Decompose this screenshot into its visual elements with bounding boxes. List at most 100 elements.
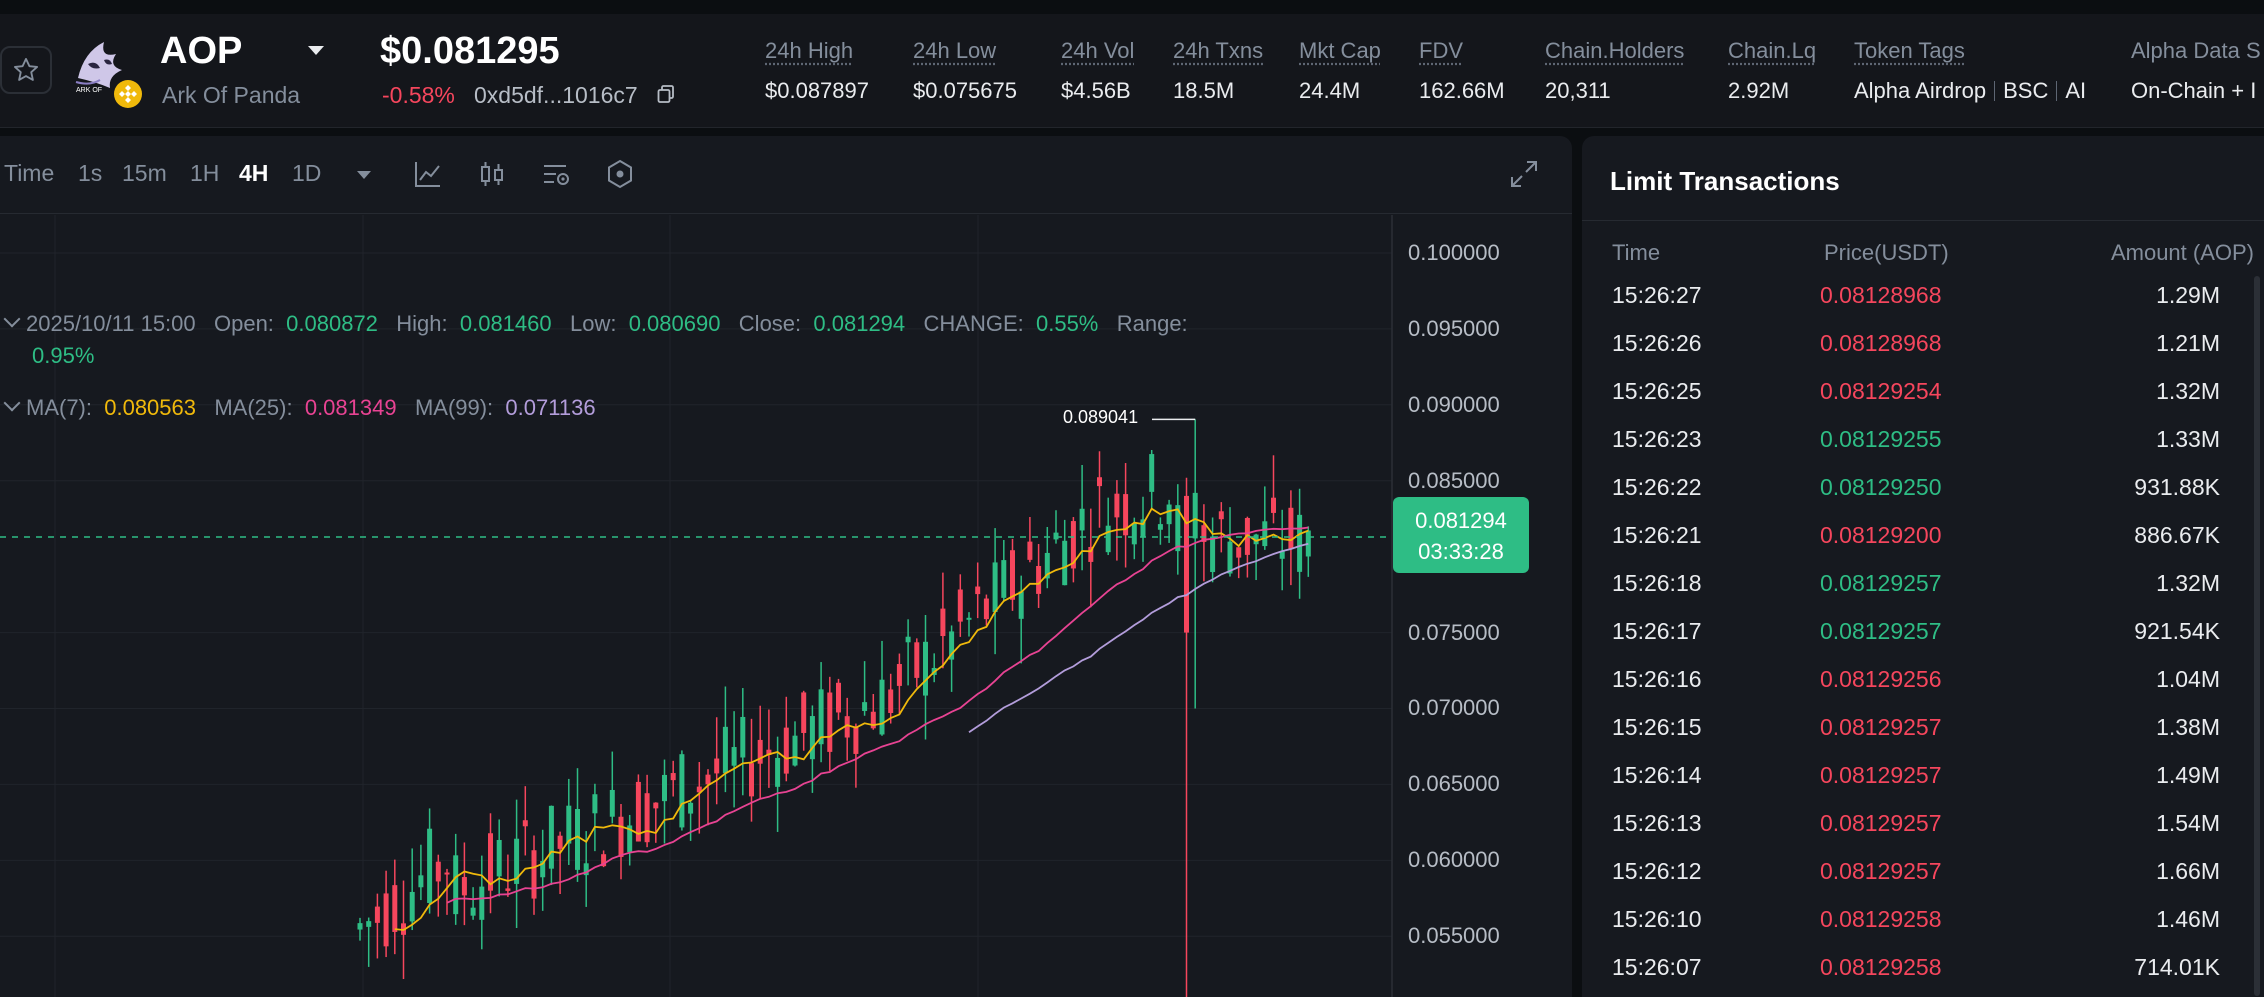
candle-body — [749, 763, 754, 797]
candle-body — [1123, 494, 1129, 536]
candle-body — [1079, 508, 1085, 531]
stat-24h-high: 24h High $0.087897 — [765, 38, 869, 104]
candle-countdown: 03:33:28 — [1418, 539, 1504, 564]
trade-amount: 886.67K — [2134, 522, 2220, 548]
candle-body — [670, 773, 676, 781]
interval-4h[interactable]: 4H — [239, 160, 269, 186]
interval-time[interactable]: Time — [4, 160, 55, 186]
candle-body — [409, 891, 415, 922]
stat-value: $4.56B — [1061, 78, 1131, 103]
candle-body — [775, 757, 781, 787]
table-row[interactable]: 15:26:10 0.08129258 1.46M — [1582, 906, 2264, 954]
stat-label[interactable]: Mkt Cap — [1299, 38, 1381, 63]
candle-style-icon[interactable] — [476, 158, 508, 190]
interval-1h[interactable]: 1H — [190, 160, 220, 186]
candle-body — [801, 692, 807, 733]
ohlc-high: 0.081460 — [459, 311, 552, 336]
token-name: Ark Of Panda — [162, 82, 301, 108]
trade-price: 0.08129250 — [1820, 474, 1942, 500]
stat-label[interactable]: 24h Low — [913, 38, 997, 63]
table-row[interactable]: 15:26:21 0.08129200 886.67K — [1582, 522, 2264, 570]
candle-body — [836, 682, 841, 713]
tag-alpha-airdrop[interactable]: Alpha Airdrop — [1854, 78, 1987, 103]
table-row[interactable]: 15:26:25 0.08129254 1.32M — [1582, 378, 2264, 426]
collapse-chevron-icon[interactable] — [3, 310, 21, 328]
stat-label[interactable]: FDV — [1419, 38, 1463, 63]
favorite-button[interactable] — [0, 46, 52, 94]
stat-value: 2.92M — [1728, 78, 1790, 103]
price-change: -0.58% — [382, 82, 455, 108]
y-tick-label: 0.065000 — [1408, 771, 1500, 797]
table-row[interactable]: 15:26:22 0.08129250 931.88K — [1582, 474, 2264, 522]
indicator-chart-icon[interactable] — [412, 158, 444, 190]
trade-time: 15:26:14 — [1612, 762, 1702, 788]
stat-label[interactable]: Token Tags — [1854, 38, 1965, 63]
stat-value: On-Chain + I — [2131, 78, 2257, 103]
table-row[interactable]: 15:26:23 0.08129255 1.33M — [1582, 426, 2264, 474]
candle-body — [809, 716, 815, 760]
candle-body — [583, 863, 589, 876]
candle-body — [1271, 497, 1276, 513]
copy-icon[interactable] — [656, 84, 676, 104]
candle-body — [923, 641, 928, 696]
candle-body — [522, 820, 528, 827]
table-row[interactable]: 15:26:07 0.08129258 714.01K — [1582, 954, 2264, 997]
candle-body — [514, 838, 520, 884]
trade-amount: 714.01K — [2134, 954, 2220, 980]
trade-time: 15:26:21 — [1612, 522, 1702, 548]
trade-time: 15:26:13 — [1612, 810, 1702, 836]
collapse-chevron-icon[interactable] — [3, 394, 21, 412]
candle-body — [1097, 477, 1102, 487]
stat-label[interactable]: Alpha Data S — [2131, 38, 2261, 63]
trade-price: 0.08129257 — [1820, 618, 1942, 644]
table-row[interactable]: 15:26:27 0.08128968 1.29M — [1582, 282, 2264, 330]
stat-label[interactable]: Chain.Lq — [1728, 38, 1817, 63]
candlestick-chart[interactable] — [0, 215, 1572, 997]
ohlc-legend: 2025/10/11 15:00 Open: 0.080872 High: 0.… — [0, 310, 1188, 337]
ohlc-change: 0.55% — [1035, 311, 1099, 336]
stat-mkt-cap: Mkt Cap 24.4M — [1299, 38, 1381, 104]
more-intervals-chevron-down-icon[interactable] — [357, 171, 371, 179]
trade-price: 0.08129256 — [1820, 666, 1942, 692]
token-selector-caret-icon[interactable] — [308, 46, 324, 55]
ma25-value: 0.081349 — [304, 395, 397, 420]
candle-body — [696, 786, 702, 793]
candle-body — [896, 664, 902, 686]
trade-amount: 1.49M — [2156, 762, 2220, 788]
table-row[interactable]: 15:26:26 0.08128968 1.21M — [1582, 330, 2264, 378]
table-row[interactable]: 15:26:15 0.08129257 1.38M — [1582, 714, 2264, 762]
interval-1d[interactable]: 1D — [292, 160, 322, 186]
table-row[interactable]: 15:26:13 0.08129257 1.54M — [1582, 810, 2264, 858]
candle-body — [992, 562, 998, 613]
price-chart[interactable]: 2025/10/11 15:00 Open: 0.080872 High: 0.… — [0, 215, 1572, 997]
divider — [1582, 220, 2264, 221]
stat-label[interactable]: 24h Txns — [1173, 38, 1264, 63]
table-row[interactable]: 15:26:14 0.08129257 1.49M — [1582, 762, 2264, 810]
table-row[interactable]: 15:26:18 0.08129257 1.32M — [1582, 570, 2264, 618]
table-row[interactable]: 15:26:12 0.08129257 1.66M — [1582, 858, 2264, 906]
ohlc-low-label: Low: — [569, 311, 617, 336]
trade-price: 0.08129257 — [1820, 858, 1942, 884]
hexagon-tool-icon[interactable] — [604, 158, 636, 190]
token-symbol[interactable]: AOP — [160, 30, 243, 72]
candle-body — [740, 716, 746, 758]
trade-time: 15:26:23 — [1612, 426, 1702, 452]
candle-body — [679, 754, 685, 828]
interval-15m[interactable]: 15m — [122, 160, 167, 186]
interval-1s[interactable]: 1s — [78, 160, 103, 186]
ohlc-range: 0.95% — [32, 343, 95, 368]
stat-label[interactable]: 24h High — [765, 38, 854, 63]
table-row[interactable]: 15:26:16 0.08129256 1.04M — [1582, 666, 2264, 714]
scrollbar[interactable] — [2254, 276, 2260, 996]
fullscreen-expand-icon[interactable] — [1508, 158, 1540, 190]
table-row[interactable]: 15:26:17 0.08129257 921.54K — [1582, 618, 2264, 666]
candle-body — [1131, 523, 1137, 545]
stat-label[interactable]: 24h Vol — [1061, 38, 1135, 63]
chart-settings-icon[interactable] — [540, 158, 572, 190]
stat-value: $0.075675 — [913, 78, 1017, 103]
tag-bsc[interactable]: BSC — [2003, 78, 2049, 103]
candle-body — [1305, 530, 1311, 557]
candle-body — [1157, 524, 1163, 530]
stat-label[interactable]: Chain.Holders — [1545, 38, 1685, 63]
tag-ai[interactable]: AI — [2065, 78, 2087, 103]
